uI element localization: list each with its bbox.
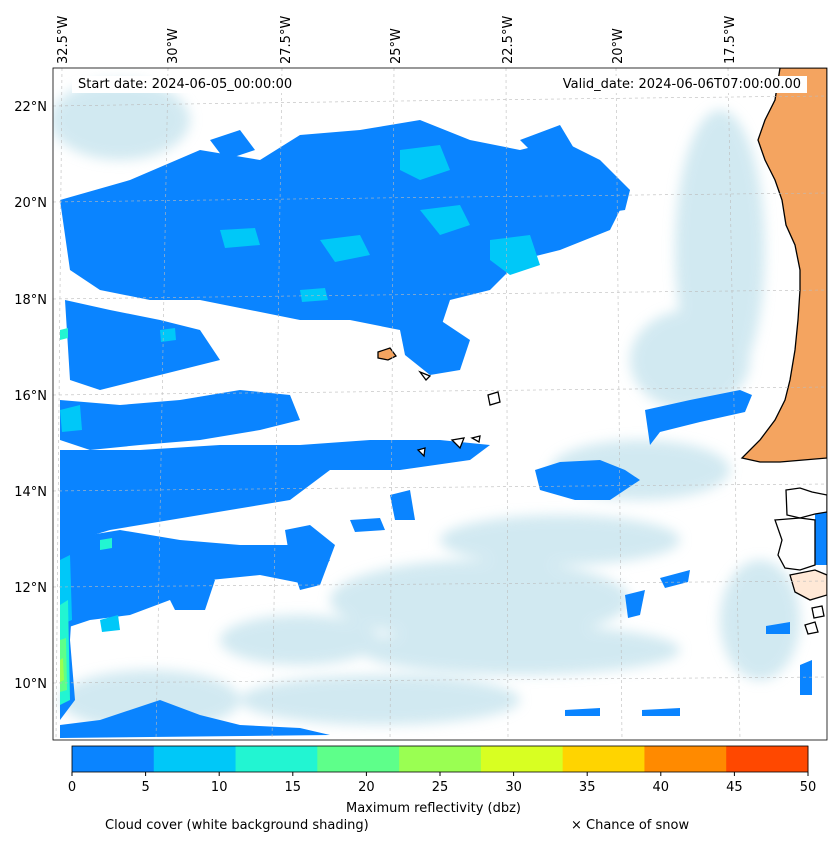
latitude-labels: 22°N 20°N 18°N 16°N 14°N 12°N 10°N [14, 100, 47, 692]
lon-label: 30°W [166, 28, 181, 64]
lat-label: 20°N [14, 196, 47, 211]
valid-date-label: Valid_date: 2024-06-06T07:00:00.00 [556, 76, 807, 93]
land-layer [740, 68, 827, 601]
colorbar-swatch [480, 746, 564, 772]
colorbar-swatch [399, 746, 482, 772]
colorbar-tick-label: 0 [68, 780, 76, 795]
lon-label: 32.5°W [56, 16, 71, 64]
colorbar-swatch [562, 746, 645, 772]
lon-label: 25°W [389, 28, 404, 64]
gridlines [53, 68, 827, 740]
lon-label: 27.5°W [279, 16, 294, 64]
lat-label: 14°N [14, 485, 47, 500]
start-date-label: Start date: 2024-06-05_00:00:00 [72, 76, 299, 93]
islands [377, 347, 825, 635]
colorbar-tick-label: 50 [800, 780, 817, 795]
lon-label: 17.5°W [723, 16, 738, 64]
lat-label: 16°N [14, 389, 47, 404]
lon-label: 22.5°W [501, 16, 516, 64]
lat-label: 18°N [14, 293, 47, 308]
cloud-cover-layer [53, 80, 800, 730]
colorbar-title: Maximum reflectivity (dbz) [346, 801, 521, 816]
colorbar-swatch [72, 746, 155, 772]
lat-label: 10°N [14, 677, 47, 692]
colorbar-tick-label: 15 [285, 780, 302, 795]
colorbar-tick-label: 40 [653, 780, 670, 795]
africa-coastline [740, 68, 827, 463]
colorbar-swatch [726, 746, 809, 772]
colorbar-tick-label: 20 [358, 780, 375, 795]
snow-legend-note: × Chance of snow [571, 818, 690, 833]
colorbar-swatch [235, 746, 318, 772]
lat-label: 22°N [14, 100, 47, 115]
colorbar-swatch [317, 746, 400, 772]
colorbar-tick-label: 10 [211, 780, 228, 795]
colorbar: 0 5 10 15 20 25 30 35 40 45 50 [68, 745, 817, 795]
cloud-cover-note: Cloud cover (white background shading) [105, 818, 369, 833]
colorbar-tick-label: 35 [579, 780, 596, 795]
colorbar-tick-label: 30 [505, 780, 522, 795]
lat-label: 12°N [14, 581, 47, 596]
colorbar-tick-label: 45 [726, 780, 743, 795]
colorbar-tick-label: 5 [141, 780, 149, 795]
lon-label: 20°W [611, 28, 626, 64]
colorbar-swatch [153, 746, 237, 772]
colorbar-tick-label: 25 [432, 780, 449, 795]
map-border [52, 67, 828, 741]
reflectivity-layer [60, 120, 827, 738]
longitude-labels: 32.5°W 30°W 27.5°W 25°W 22.5°W 20°W 17.5… [56, 16, 738, 64]
colorbar-swatch [644, 746, 727, 772]
